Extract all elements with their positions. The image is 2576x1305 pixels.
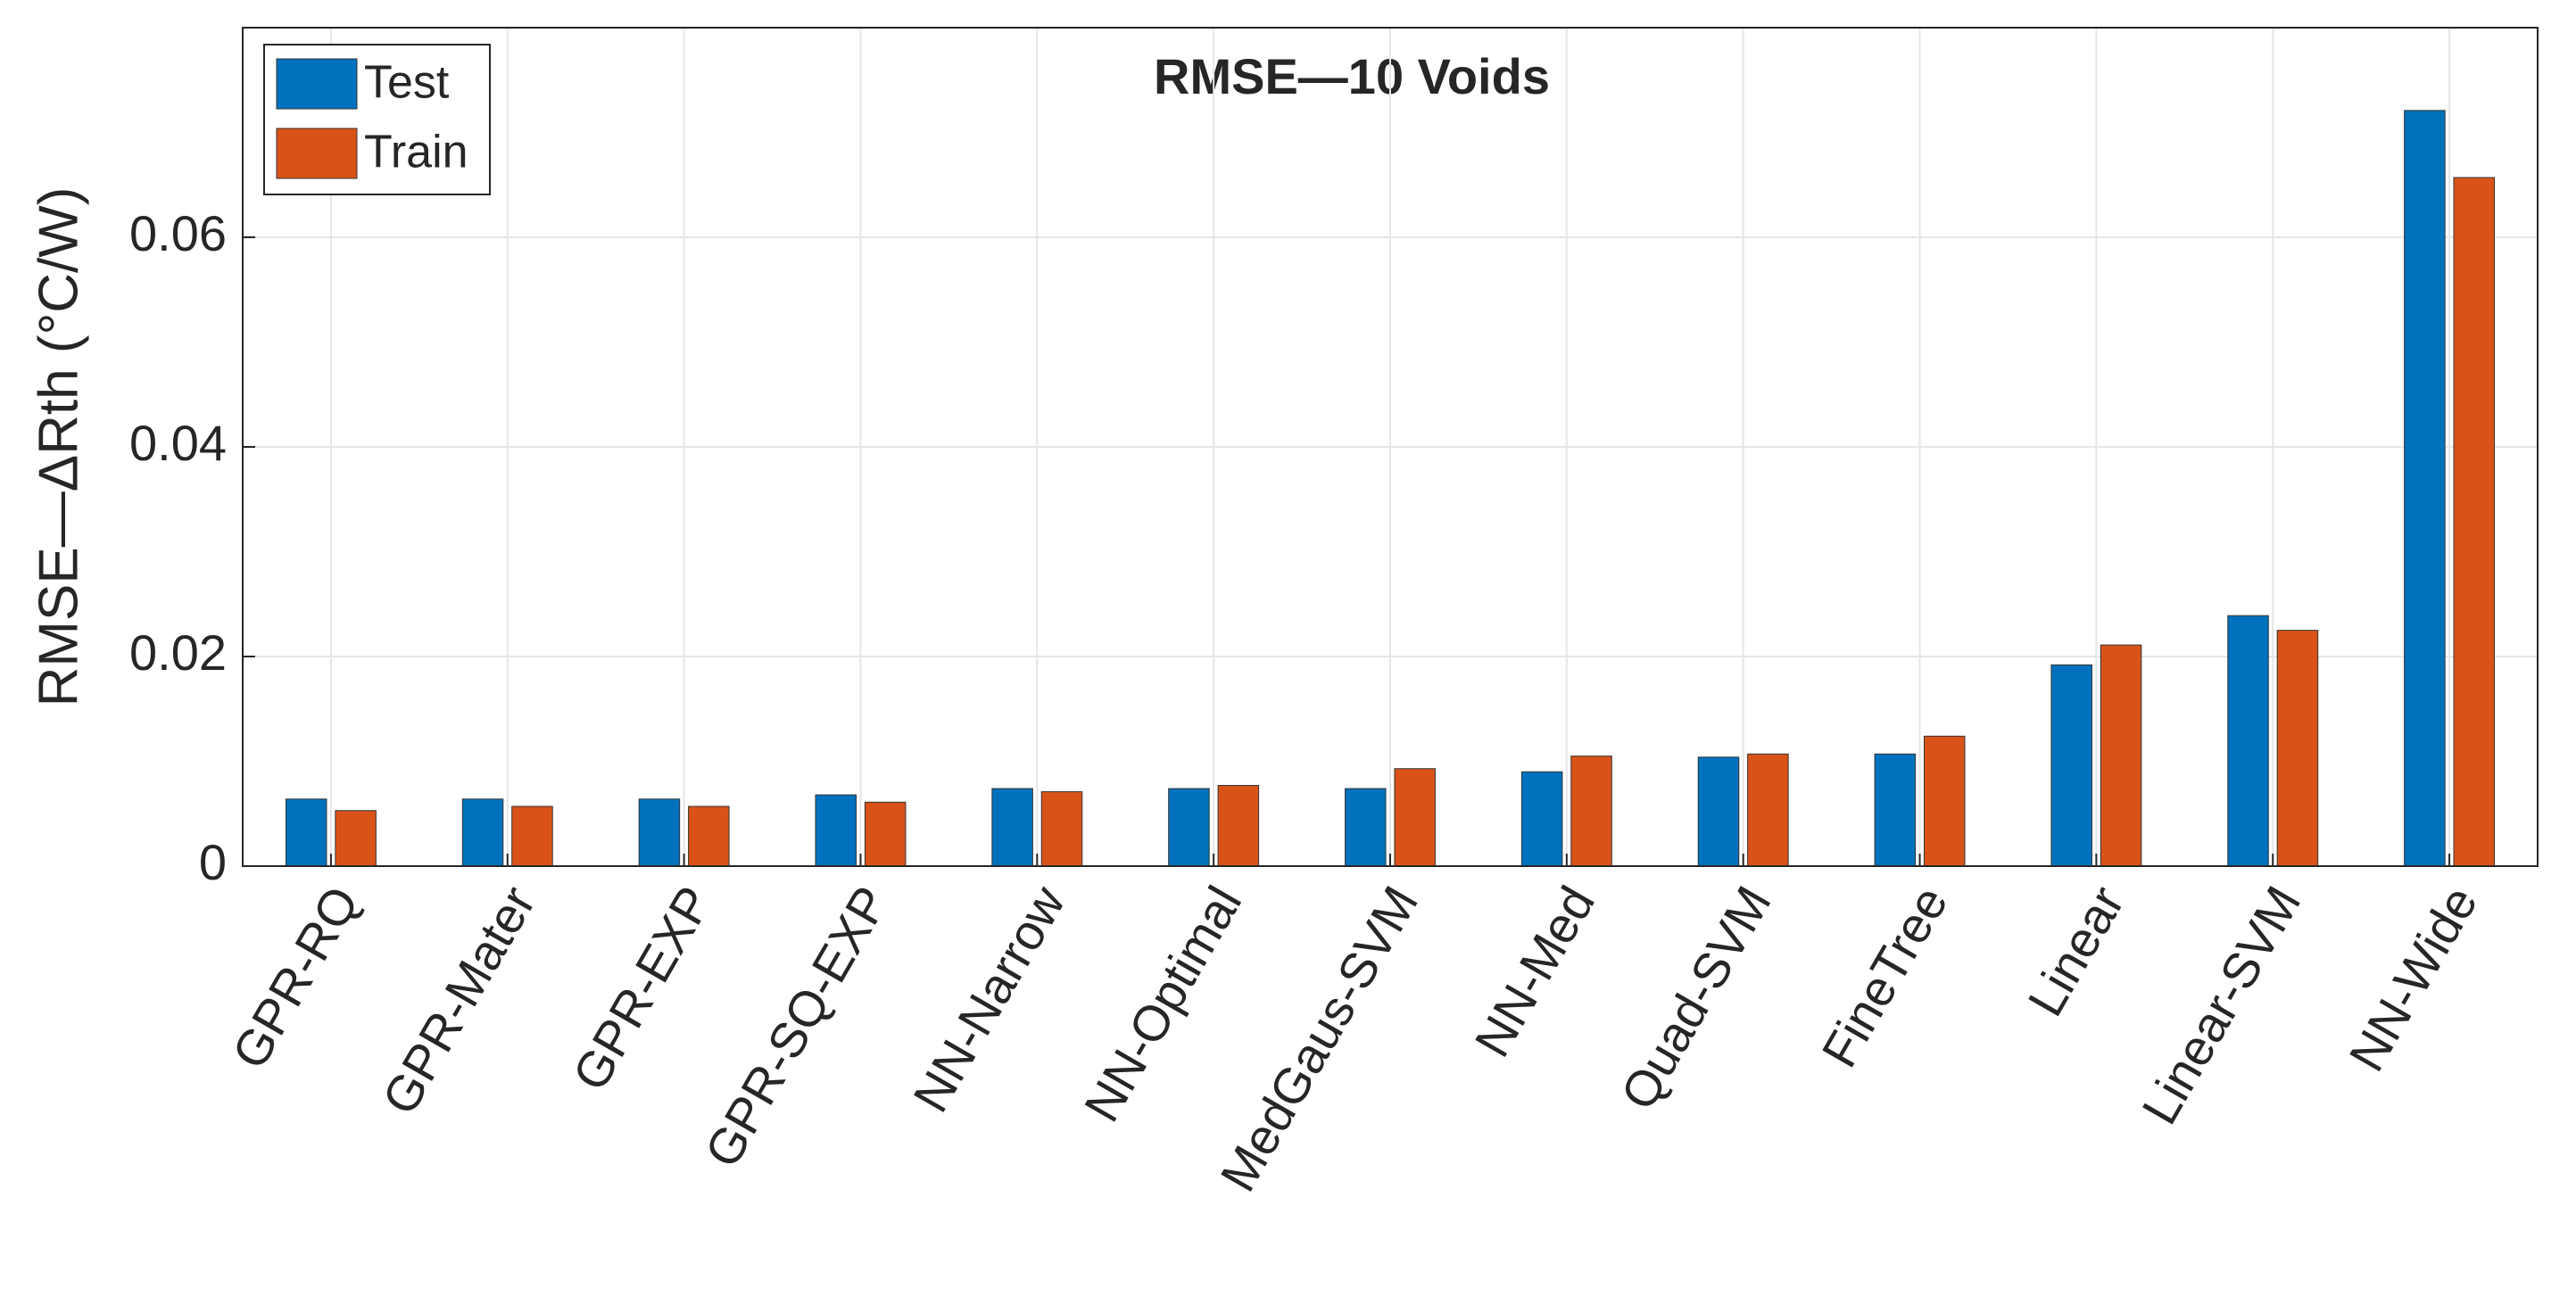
bar: [1747, 753, 1789, 867]
bar: [335, 810, 377, 867]
bar: [638, 798, 681, 867]
x-tick-label: Quad-SVM: [1610, 877, 1782, 1119]
bar: [2050, 664, 2092, 867]
x-tick-label: NN-Narrow: [902, 876, 1076, 1120]
bar: [1168, 788, 1210, 867]
x-tick-label: GPR-RQ: [221, 877, 370, 1078]
x-tick-label: NN-Wide: [2338, 877, 2488, 1080]
x-tick-label: Linear: [2017, 877, 2134, 1025]
y-tick-label: 0.06: [129, 205, 227, 261]
bar: [2100, 644, 2142, 867]
chart-title: RMSE—10 Voids: [1154, 48, 1550, 104]
legend-swatch: [276, 58, 358, 110]
plot-frame: [242, 27, 2539, 867]
bar: [511, 805, 553, 867]
x-tick-label: NN-Med: [1463, 877, 1605, 1066]
x-tick-label: MedGaus-SVM: [1209, 877, 1429, 1201]
bar: [864, 801, 907, 867]
bar: [1217, 785, 1260, 867]
bar: [1570, 756, 1612, 867]
bar: [285, 798, 327, 867]
y-tick-label: 0.02: [129, 624, 227, 681]
bar: [2276, 630, 2319, 867]
x-tick-label: GPR-Mater: [371, 877, 546, 1124]
x-tick-label: NN-Optimal: [1073, 877, 1253, 1131]
bar: [1923, 735, 1966, 867]
bar: [991, 788, 1033, 867]
bar: [2404, 110, 2446, 867]
bar: [1040, 791, 1083, 867]
bar: [461, 798, 504, 867]
bar: [2227, 615, 2269, 867]
bar: [1345, 788, 1387, 867]
bar: [1697, 756, 1740, 867]
y-tick-label: 0.04: [129, 415, 227, 471]
bar: [1394, 768, 1436, 867]
bar: [2453, 177, 2496, 867]
legend-label: Train: [364, 127, 468, 178]
bar: [1874, 753, 1917, 867]
x-tick-label: GPR-EXP: [561, 877, 723, 1100]
y-axis-label: RMSE—ΔRth (°C/W): [28, 187, 89, 707]
x-tick-label: FineTree: [1810, 877, 1959, 1077]
x-tick-label: Linear-SVM: [2131, 877, 2311, 1134]
x-tick-label: GPR-SQ-EXP: [693, 877, 899, 1177]
legend-swatch: [276, 128, 358, 179]
y-tick-label: 0: [199, 834, 227, 890]
legend-label: Test: [364, 57, 450, 109]
bar: [688, 805, 730, 867]
bar: [815, 794, 857, 867]
bar: [1520, 771, 1563, 867]
